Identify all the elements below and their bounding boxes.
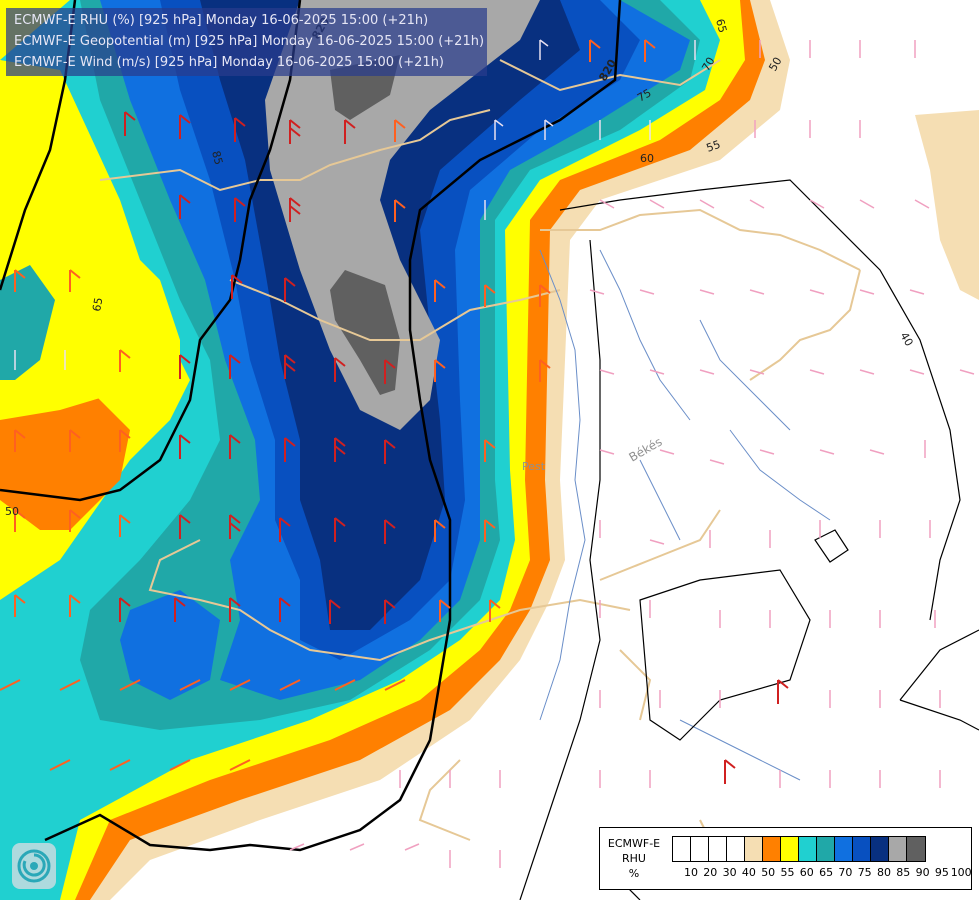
contour-label: 85 bbox=[209, 149, 225, 166]
ecmwf-swirl-logo bbox=[12, 843, 56, 889]
rhu-band-85-west bbox=[0, 265, 55, 380]
legend-tick: 90 bbox=[915, 866, 930, 879]
color-legend: ECMWF-E RHU % 10 20 30 40 50 55 60 65 70 75 80 85 90… bbox=[599, 827, 972, 890]
legend-tick: 70 bbox=[838, 866, 853, 879]
legend-swatches bbox=[672, 836, 926, 862]
wind-barbs-pink bbox=[289, 40, 975, 868]
contour-label: 65 bbox=[713, 17, 729, 34]
legend-unit: % bbox=[628, 867, 640, 880]
legend-swatch bbox=[745, 837, 763, 861]
legend-tick: 55 bbox=[780, 866, 795, 879]
legend-swatch bbox=[691, 837, 709, 861]
place-label: Békés bbox=[627, 435, 665, 465]
legend-tick: 85 bbox=[896, 866, 911, 879]
contour-label: 60 bbox=[640, 152, 654, 165]
contour-label: 70 bbox=[699, 55, 717, 74]
rhu-band-60-mid bbox=[60, 245, 180, 440]
legend-tick: 60 bbox=[799, 866, 814, 879]
title-wind: ECMWF-E Wind (m/s) [925 hPa] Monday 16-0… bbox=[14, 55, 445, 70]
legend-tick: 75 bbox=[857, 866, 872, 879]
legend-swatch bbox=[853, 837, 871, 861]
legend-tick: 80 bbox=[877, 866, 891, 879]
contour-label: 50 bbox=[5, 505, 19, 518]
legend-swatch bbox=[907, 837, 925, 861]
legend-tick: 65 bbox=[819, 866, 834, 879]
place-label: Pest bbox=[522, 460, 546, 473]
legend-tick: 95 bbox=[934, 866, 949, 879]
geopotential-contours-thin bbox=[519, 179, 979, 900]
rivers bbox=[539, 249, 831, 781]
legend-swatch bbox=[727, 837, 745, 861]
title-geopotential: ECMWF-E Geopotential (m) [925 hPa] Monda… bbox=[14, 34, 485, 49]
wind-barbs-orange bbox=[0, 39, 656, 771]
contour-label: 50 bbox=[766, 55, 784, 74]
legend-swatch bbox=[763, 837, 781, 861]
contour-label: 65 bbox=[90, 296, 105, 312]
legend-swatch bbox=[835, 837, 853, 861]
legend-swatch bbox=[673, 837, 691, 861]
legend-swatch bbox=[799, 837, 817, 861]
rhu-band-50-east bbox=[915, 110, 979, 300]
title-box: ECMWF-E RHU (%) [925 hPa] Monday 16-06-2… bbox=[6, 8, 487, 76]
legend-swatch bbox=[781, 837, 799, 861]
wind-barbs-light bbox=[14, 39, 696, 370]
legend-tick: 10 bbox=[684, 866, 698, 879]
contour-label: 75 bbox=[635, 86, 654, 104]
title-rhu: ECMWF-E RHU (%) [925 hPa] Monday 16-06-2… bbox=[14, 13, 429, 28]
wind-barbs-red bbox=[119, 111, 789, 784]
legend-label: ECMWF-E RHU % bbox=[606, 836, 662, 881]
legend-model: ECMWF-E bbox=[607, 837, 661, 850]
legend-tick: 40 bbox=[741, 866, 756, 879]
legend-swatch bbox=[871, 837, 889, 861]
legend-variable: RHU bbox=[622, 852, 646, 865]
contour-label: 40 bbox=[897, 330, 915, 349]
legend-swatch bbox=[709, 837, 727, 861]
legend-tick: 30 bbox=[722, 866, 737, 879]
contour-label: 55 bbox=[705, 138, 723, 155]
legend-swatch bbox=[889, 837, 907, 861]
rhu-band-75b bbox=[120, 590, 220, 700]
rhu-band-90 bbox=[265, 0, 540, 430]
legend-tick: 20 bbox=[703, 866, 718, 879]
legend-tick: 50 bbox=[761, 866, 776, 879]
legend-ticks: 10 20 30 40 50 55 60 65 70 75 80 85 90 95 100 bbox=[672, 866, 972, 880]
rhu-band-95b bbox=[330, 270, 400, 395]
country-borders bbox=[99, 59, 861, 861]
legend-swatch bbox=[817, 837, 835, 861]
legend-tick: 100 bbox=[950, 866, 972, 879]
